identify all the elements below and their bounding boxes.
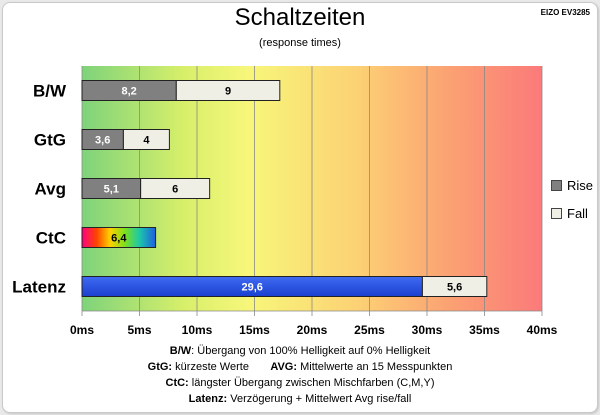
- note-latency-text: Verzögerung + Mittelwert Avg rise/fall: [227, 393, 412, 405]
- note-gtg-text: kürzeste Werte: [172, 361, 249, 373]
- bar-rise: [81, 227, 157, 248]
- bar-rise-label: 6,4: [111, 233, 127, 245]
- category-label: B/W: [33, 82, 67, 101]
- note-bw-key: B/W: [169, 345, 192, 357]
- note-latency: Latenz: Verzögerung + Mittelwert Avg ris…: [0, 391, 600, 407]
- legend-rise: Rise: [551, 178, 593, 193]
- bar-fall-label: 6: [172, 184, 178, 196]
- category-label: CtC: [36, 229, 66, 248]
- note-avg-text: Mittelwerte an 15 Messpunkten: [297, 361, 453, 373]
- category-label: Latenz: [12, 278, 66, 297]
- x-tick-label: 5ms: [127, 323, 151, 337]
- x-tick-label: 10ms: [182, 323, 213, 337]
- bar-fall: [122, 129, 170, 150]
- legend-fall-label: Fall: [567, 206, 588, 221]
- note-ctc-key: CtC:: [165, 377, 189, 389]
- monitor-model-label: EIZO EV3285: [540, 8, 590, 17]
- bar-fall-label: 9: [225, 86, 231, 98]
- note-latency-key: Latenz:: [188, 393, 228, 405]
- category-label: GtG: [34, 131, 66, 150]
- bar-fall-label: 5,6: [447, 282, 462, 294]
- chart-title: Schaltzeiten: [234, 4, 366, 31]
- category-label: Avg: [35, 180, 67, 199]
- bar-rise-label: 29,6: [241, 282, 262, 294]
- bar-fall-label: 4: [143, 135, 150, 147]
- bar-rise-label: 8,2: [122, 86, 137, 98]
- legend-rise-swatch: [551, 180, 562, 191]
- x-tick-label: 35ms: [469, 323, 500, 337]
- x-tick-label: 30ms: [412, 323, 443, 337]
- note-ctc-text: längster Übergang zwischen Mischfarben (…: [188, 377, 435, 389]
- bar-fall: [421, 276, 488, 297]
- x-tick-label: 15ms: [239, 323, 270, 337]
- note-bw-text: : Übergang von 100% Helligkeit auf 0% He…: [191, 345, 431, 357]
- x-tick-label: 20ms: [297, 323, 328, 337]
- bar-rise-label: 5,1: [104, 184, 119, 196]
- x-tick-label: 0ms: [70, 323, 94, 337]
- bar-rise-label: 3,6: [95, 135, 110, 147]
- note-gtg-key: GtG:: [147, 361, 173, 373]
- legend-rise-label: Rise: [567, 178, 594, 193]
- legend-fall-swatch: [551, 208, 562, 219]
- x-tick-label: 40ms: [527, 323, 558, 337]
- legend-fall: Fall: [551, 206, 588, 221]
- note-ctc: CtC: längster Übergang zwischen Mischfar…: [0, 375, 600, 391]
- note-gtg-avg: GtG: kürzeste Werte AVG: Mittelwerte an …: [0, 359, 600, 375]
- bar-fall: [140, 178, 211, 199]
- bar-fall: [175, 80, 281, 101]
- note-bw: B/W: Übergang von 100% Helligkeit auf 0%…: [0, 343, 600, 359]
- chart-notes: B/W: Übergang von 100% Helligkeit auf 0%…: [0, 343, 600, 407]
- x-tick-label: 25ms: [354, 323, 385, 337]
- note-avg-key: AVG:: [270, 361, 298, 373]
- chart-subtitle: (response times): [259, 37, 341, 49]
